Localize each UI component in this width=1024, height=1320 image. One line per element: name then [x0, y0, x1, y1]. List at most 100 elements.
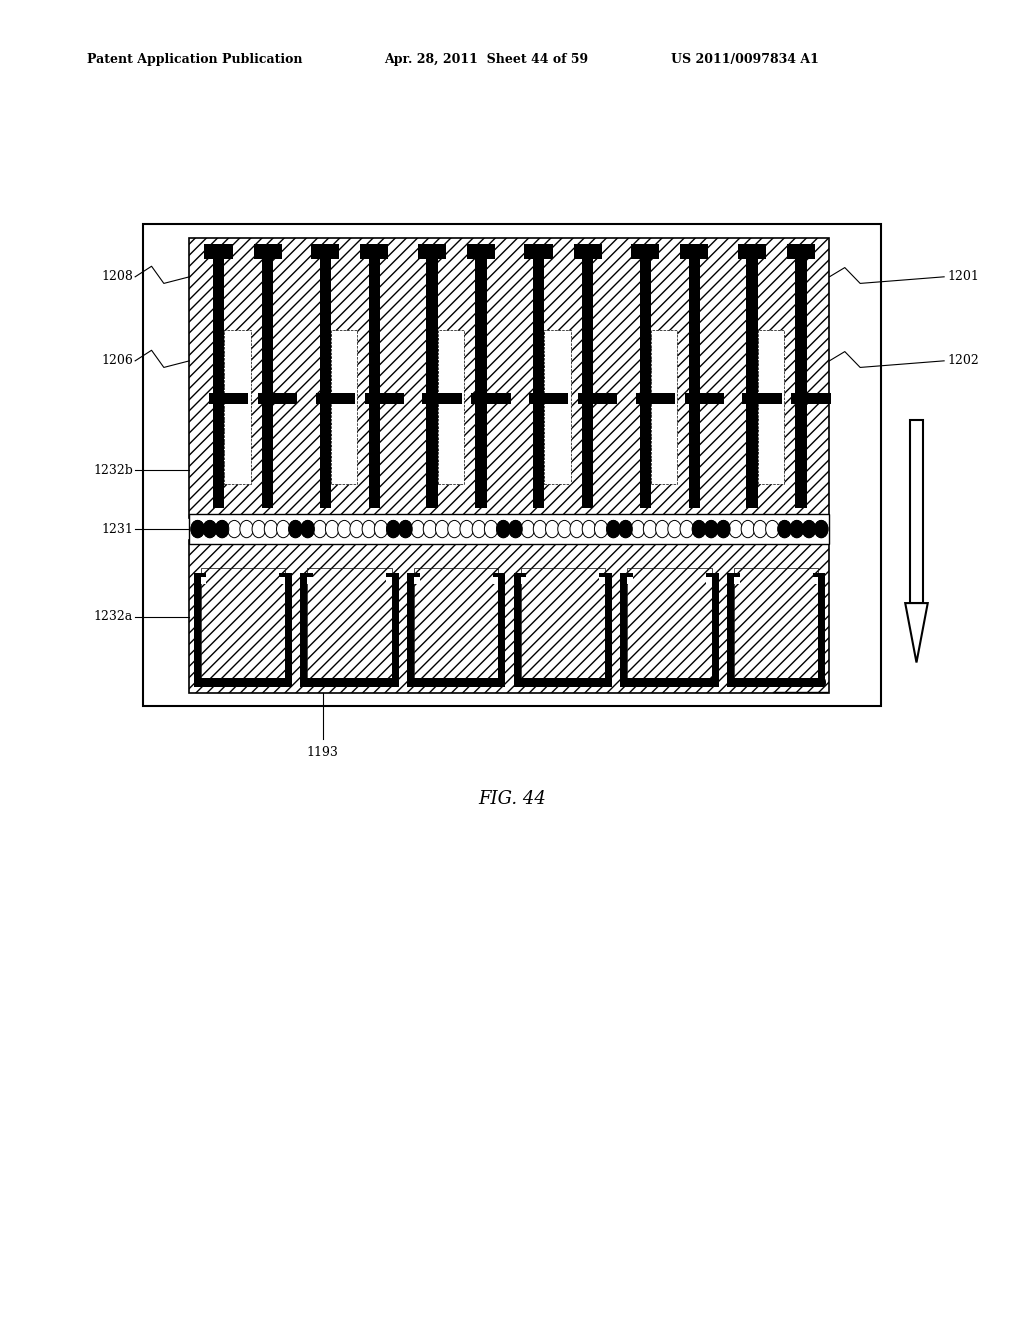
Bar — [224, 330, 251, 484]
Circle shape — [778, 520, 792, 537]
Text: 1206: 1206 — [101, 354, 133, 367]
Bar — [414, 568, 499, 678]
Bar — [636, 392, 675, 404]
Bar — [467, 244, 495, 259]
Bar — [319, 247, 331, 508]
Bar — [680, 244, 709, 259]
Circle shape — [387, 520, 400, 537]
Bar — [651, 330, 678, 484]
Bar — [189, 515, 829, 544]
Circle shape — [435, 520, 449, 537]
Bar — [529, 392, 568, 404]
Bar — [194, 678, 292, 686]
Bar — [631, 244, 659, 259]
Bar — [544, 330, 570, 484]
Bar — [426, 247, 437, 508]
Circle shape — [814, 520, 828, 537]
Circle shape — [618, 520, 632, 537]
Circle shape — [558, 520, 571, 537]
Circle shape — [190, 520, 205, 537]
Circle shape — [252, 520, 265, 537]
Bar — [727, 573, 739, 583]
Circle shape — [791, 520, 804, 537]
Bar — [300, 573, 307, 686]
Bar — [582, 247, 593, 508]
Bar — [189, 540, 829, 693]
Bar — [599, 573, 612, 583]
Circle shape — [215, 520, 228, 537]
Bar — [742, 392, 781, 404]
Bar — [737, 244, 766, 259]
Bar — [391, 573, 398, 686]
Bar — [813, 573, 825, 583]
Bar — [285, 573, 292, 686]
Circle shape — [227, 520, 241, 537]
Bar — [734, 568, 818, 678]
Bar — [792, 392, 830, 404]
Circle shape — [655, 520, 669, 537]
Bar — [734, 577, 739, 583]
Circle shape — [814, 520, 828, 537]
Bar — [471, 392, 511, 404]
Bar — [688, 247, 700, 508]
Bar — [685, 392, 724, 404]
Bar — [311, 244, 339, 259]
Bar — [315, 392, 355, 404]
Bar — [143, 224, 881, 706]
Bar — [254, 244, 282, 259]
Bar — [418, 244, 446, 259]
Circle shape — [741, 520, 755, 537]
Circle shape — [717, 520, 730, 537]
Circle shape — [289, 520, 302, 537]
Circle shape — [484, 520, 498, 537]
Circle shape — [766, 520, 779, 537]
Circle shape — [387, 520, 400, 537]
Circle shape — [301, 520, 314, 537]
Circle shape — [215, 520, 228, 537]
Circle shape — [472, 520, 485, 537]
Circle shape — [460, 520, 473, 537]
Circle shape — [778, 520, 792, 537]
Bar — [213, 247, 224, 508]
Circle shape — [398, 520, 413, 537]
Bar — [599, 577, 605, 583]
Bar — [640, 247, 651, 508]
Text: US 2011/0097834 A1: US 2011/0097834 A1 — [671, 53, 818, 66]
Circle shape — [521, 520, 535, 537]
Circle shape — [398, 520, 413, 537]
Bar — [514, 573, 526, 583]
Circle shape — [729, 520, 742, 537]
Bar — [524, 244, 553, 259]
Circle shape — [754, 520, 767, 537]
Circle shape — [803, 520, 816, 537]
Circle shape — [276, 520, 290, 537]
Text: 1232a: 1232a — [94, 610, 133, 623]
Circle shape — [631, 520, 644, 537]
Bar — [520, 577, 526, 583]
Circle shape — [791, 520, 804, 537]
Bar — [300, 678, 398, 686]
Circle shape — [705, 520, 718, 537]
Circle shape — [692, 520, 706, 537]
Bar — [706, 577, 712, 583]
Circle shape — [203, 520, 216, 537]
Circle shape — [190, 520, 205, 537]
Circle shape — [313, 520, 327, 537]
Circle shape — [668, 520, 681, 537]
Bar — [201, 577, 206, 583]
Circle shape — [717, 520, 730, 537]
Text: 1202: 1202 — [947, 354, 979, 367]
Text: 1208: 1208 — [101, 271, 133, 284]
Circle shape — [509, 520, 522, 537]
Bar — [194, 573, 201, 686]
Text: FIG. 44: FIG. 44 — [478, 789, 546, 808]
Bar — [365, 392, 404, 404]
Circle shape — [509, 520, 522, 537]
Bar — [499, 573, 505, 686]
Bar — [493, 573, 505, 583]
Circle shape — [289, 520, 302, 537]
Text: 1231: 1231 — [101, 523, 133, 536]
Bar — [422, 392, 462, 404]
Circle shape — [570, 520, 584, 537]
Bar — [331, 330, 357, 484]
